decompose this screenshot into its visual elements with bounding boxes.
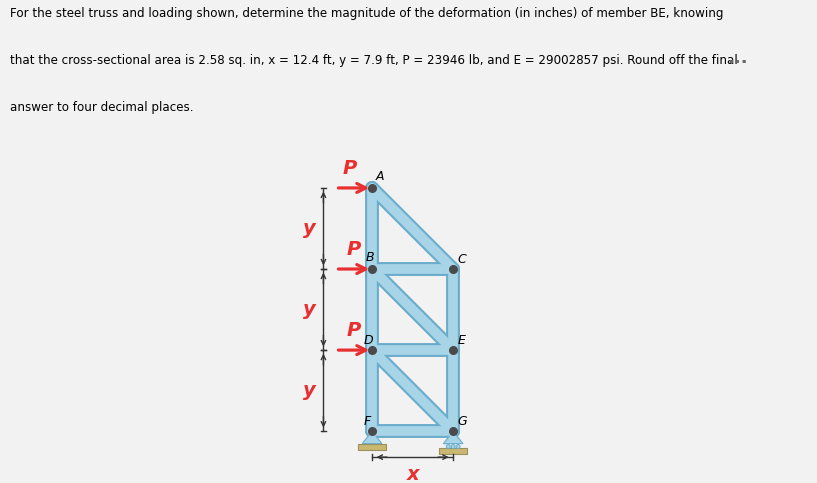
- Polygon shape: [358, 444, 386, 450]
- Text: C: C: [458, 253, 466, 266]
- Text: y: y: [302, 381, 315, 400]
- Text: E: E: [458, 334, 465, 347]
- Text: y: y: [302, 300, 315, 319]
- Text: y: y: [302, 219, 315, 238]
- Text: G: G: [458, 415, 467, 428]
- Text: For the steel truss and loading shown, determine the magnitude of the deformatio: For the steel truss and loading shown, d…: [10, 7, 723, 20]
- Text: P: P: [346, 240, 360, 259]
- Text: F: F: [364, 415, 371, 428]
- Text: answer to four decimal places.: answer to four decimal places.: [10, 101, 194, 114]
- Polygon shape: [444, 431, 463, 444]
- Circle shape: [451, 444, 455, 449]
- Text: x: x: [406, 465, 419, 483]
- Text: ...: ...: [727, 49, 748, 67]
- Circle shape: [456, 444, 460, 449]
- Text: A: A: [376, 170, 385, 183]
- Polygon shape: [362, 431, 382, 444]
- Polygon shape: [439, 449, 467, 455]
- Text: that the cross-sectional area is 2.58 sq. in, x = 12.4 ft, y = 7.9 ft, P = 23946: that the cross-sectional area is 2.58 sq…: [10, 54, 738, 67]
- Circle shape: [446, 444, 450, 449]
- Text: B: B: [365, 251, 374, 264]
- Text: P: P: [346, 321, 360, 341]
- Text: D: D: [364, 334, 373, 347]
- Text: P: P: [342, 159, 356, 178]
